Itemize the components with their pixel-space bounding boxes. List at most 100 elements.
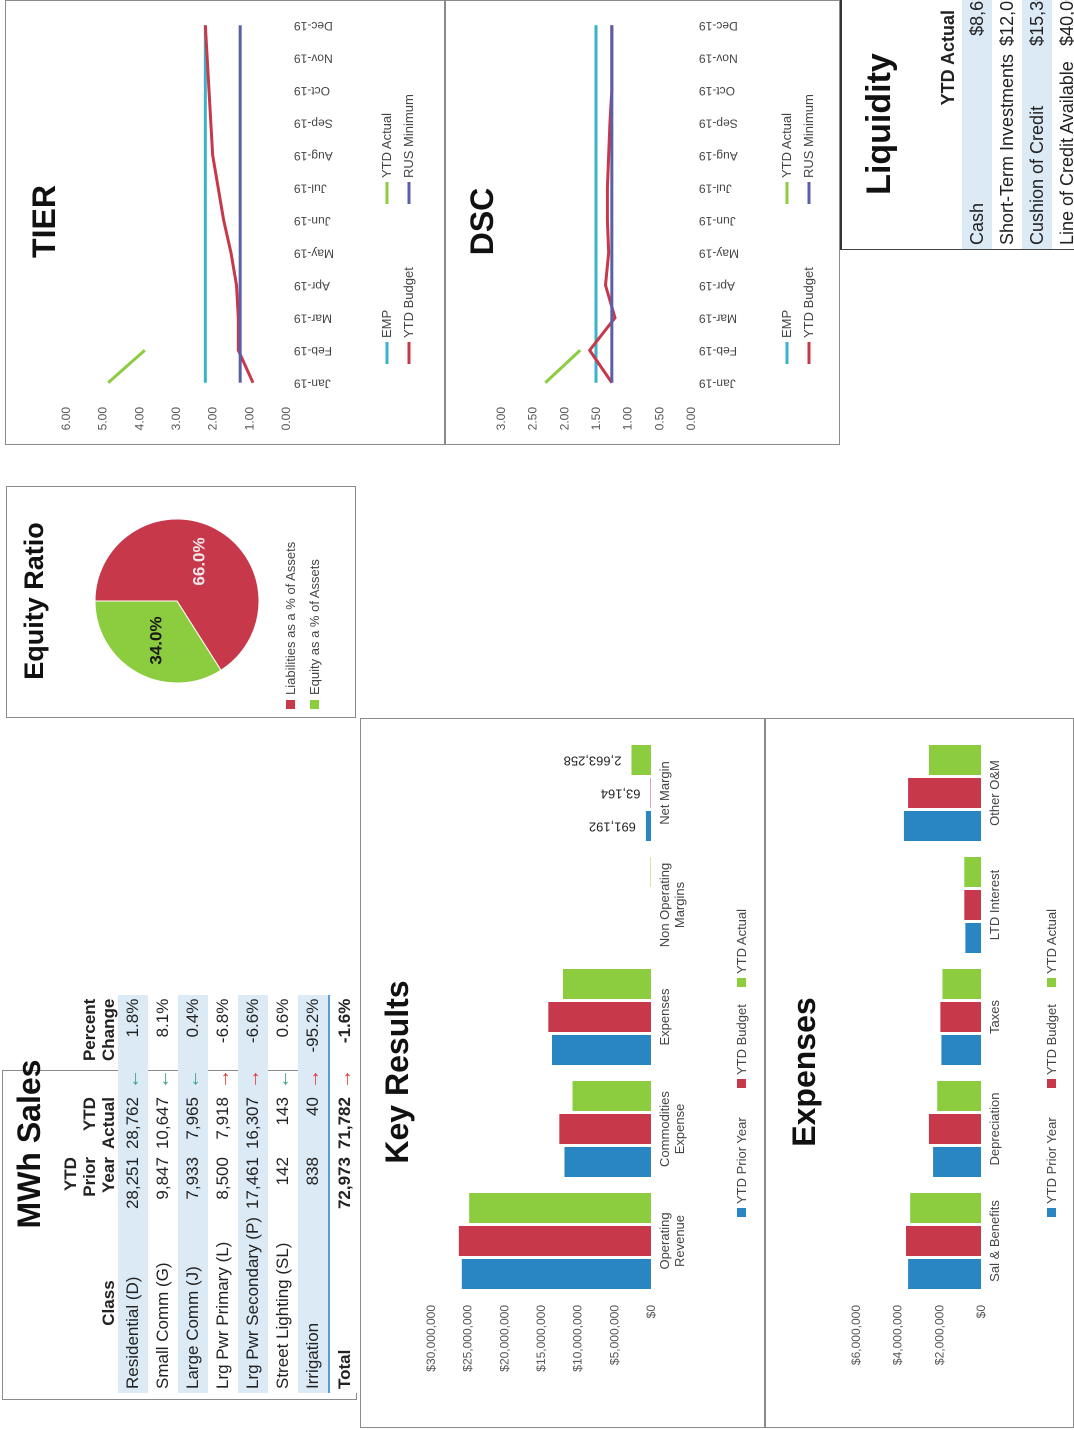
y-tick-label: $30,000,000 (424, 1305, 438, 1372)
y-tick-label: $6,000,000 (849, 1305, 863, 1365)
legend-label: Equity as a % of Assets (307, 559, 322, 695)
series-line-ytd-budget (203, 25, 255, 384)
bar-ytd-prior-year-net-margin (645, 811, 651, 841)
category-label: Sal & Benefits (987, 1200, 1002, 1282)
table-row: Street Lighting (SL) 142 143 ← 0.6% (268, 995, 298, 1393)
bar-ytd-budget-ltd-interest (964, 890, 981, 920)
category-label: Taxes (987, 1000, 1002, 1034)
liquidity-label: Short-Term Investments (996, 53, 1017, 245)
y-tick-label: 1.00 (621, 407, 635, 431)
actual-cell: 10,647 (153, 1097, 172, 1150)
up-arrow-icon: ← (271, 1069, 294, 1090)
y-tick-label: 0.00 (684, 407, 698, 431)
legend-label: YTD Actual (779, 113, 794, 178)
x-tick-label: Jul-19 (699, 182, 732, 196)
class-cell: Lrg Pwr Secondary (P) (238, 1213, 268, 1393)
x-tick-label: Oct-19 (699, 84, 735, 98)
bar-ytd-actual-expenses (563, 969, 651, 999)
y-tick-label: 2.00 (557, 407, 571, 431)
prior-cell: 72,973 (329, 1153, 360, 1214)
category-label: Non Operating (657, 863, 672, 948)
expenses-chart: $0 $2,000,000 $4,000,000 $6,000,000 Sal & Be… (849, 745, 1059, 1365)
down-arrow-icon: → (211, 1069, 234, 1090)
legend-label: YTD Prior Year (734, 1117, 749, 1204)
y-tick-label: $4,000,000 (891, 1305, 905, 1365)
bar-ytd-actual-net-margin (631, 745, 652, 775)
legend-label: YTD Actual (734, 909, 749, 974)
legend-label: YTD Budget (401, 267, 416, 338)
legend-marker (737, 978, 746, 987)
x-tick-label: Apr-19 (699, 279, 735, 293)
bar-ytd-prior-year-depreciation (933, 1147, 981, 1177)
mwh-sales-table: Class YTD Prior Year YTD Actual Percent Cha… (61, 994, 360, 1393)
legend-marker (1047, 978, 1056, 987)
category-label: Other O&M (987, 760, 1002, 826)
legend-label: YTD Budget (801, 267, 816, 338)
bar-ytd-budget-expenses (548, 1002, 651, 1032)
class-cell: Large Comm (J) (178, 1213, 208, 1393)
actual-cell: 28,762 (118, 1093, 148, 1154)
dsc-panel: DSC 0.00 0.50 1.00 1.50 2.00 2.50 3.00 Jan-19 Fe… (445, 0, 840, 445)
y-tick-label: 3.00 (494, 407, 508, 431)
legend-label: EMP (779, 310, 794, 338)
legend-label: YTD Budget (734, 1004, 749, 1075)
category-label: Margins (672, 881, 687, 928)
y-tick-label: 1.50 (589, 407, 603, 431)
liquidity-row: Short-Term Investments $12,017,137 (992, 0, 1022, 249)
col-header-prior: YTD Prior Year (61, 1157, 118, 1197)
liquidity-label: Cushion of Credit (1022, 49, 1052, 249)
y-tick-label: 4.00 (132, 407, 146, 431)
pct-cell: -1.6% (329, 994, 360, 1066)
class-cell: Residential (D) (118, 1213, 148, 1393)
expenses-panel: Expenses $0 $2,000,000 $4,000,000 $6,000,00… (765, 718, 1074, 1428)
x-tick-label: Feb-19 (294, 344, 332, 358)
series-line-ytd-actual (544, 349, 582, 384)
y-tick-label: $5,000,000 (607, 1305, 621, 1365)
category-label: Net Margin (657, 761, 672, 825)
pct-cell: 0.6% (273, 998, 292, 1038)
bar-ytd-actual-taxes (942, 969, 981, 999)
bar-ytd-budget-depreciation (928, 1114, 982, 1144)
key-results-chart: $0 $5,000,000 $10,000,000 $15,000,000 $20,00… (424, 745, 749, 1372)
liquidity-row: Line of Credit Available $40,000,000 (1052, 0, 1074, 249)
data-label: 2,663,258 (564, 754, 622, 769)
prior-cell: 17,461 (238, 1153, 268, 1214)
category-label: Expenses (657, 988, 672, 1046)
actual-cell: 16,307 (238, 1093, 268, 1154)
bar-ytd-actual-other-o-m (928, 745, 982, 775)
legend-label: YTD Actual (1044, 909, 1059, 974)
liquidity-row: Cash$8,691,884 (962, 0, 992, 249)
legend-label: YTD Budget (1044, 1004, 1059, 1075)
prior-cell: 9,847 (153, 1157, 172, 1200)
category-label: Expense (672, 1104, 687, 1155)
bar-ytd-budget-other-o-m (908, 778, 981, 808)
legend-marker (1047, 1208, 1056, 1217)
tier-chart: 0.00 1.00 2.00 3.00 4.00 5.00 6.00 Jan-19 Feb-19… (59, 19, 416, 431)
equity-ratio-chart: 66.0% 34.0% Liabilities as a % of Assets Eq… (94, 518, 322, 709)
legend-marker (737, 1208, 746, 1217)
category-label: Operating (657, 1212, 672, 1269)
pct-cell: 8.1% (153, 998, 172, 1038)
slice-label: 66.0% (190, 537, 209, 585)
y-tick-label: $10,000,000 (571, 1305, 585, 1372)
pie-slice-equity-as-a-of-assets (94, 600, 222, 684)
bar-ytd-prior-year-ltd-interest (965, 923, 981, 953)
x-tick-label: Jun-19 (699, 214, 736, 228)
equity-ratio-panel: Equity Ratio 66.0% 34.0% Liabilities as a … (6, 486, 356, 718)
class-cell: Total (329, 1213, 360, 1393)
bar-ytd-budget-taxes (940, 1002, 981, 1032)
x-tick-label: Feb-19 (699, 344, 737, 358)
x-tick-label: Nov-19 (699, 52, 738, 66)
y-tick-label: $0 (644, 1305, 658, 1319)
actual-cell: 143 (273, 1097, 292, 1126)
liquidity-panel: Liquidity YTD Actual Cash$8,691,884Short… (840, 0, 1074, 250)
liquidity-label: Line of Credit Available (1056, 61, 1074, 245)
x-tick-label: Jan-19 (294, 377, 331, 391)
table-row: Irrigation 838 40 → -95.2% (298, 994, 329, 1393)
liquidity-table: Cash$8,691,884Short-Term Investments $12,… (962, 0, 1074, 249)
series-line-ytd-actual (107, 349, 146, 384)
slice-label: 34.0% (146, 616, 165, 664)
legend-label: Liabilities as a % of Assets (283, 541, 298, 695)
pct-cell: 1.8% (118, 994, 148, 1066)
y-tick-label: 0.50 (652, 407, 666, 431)
